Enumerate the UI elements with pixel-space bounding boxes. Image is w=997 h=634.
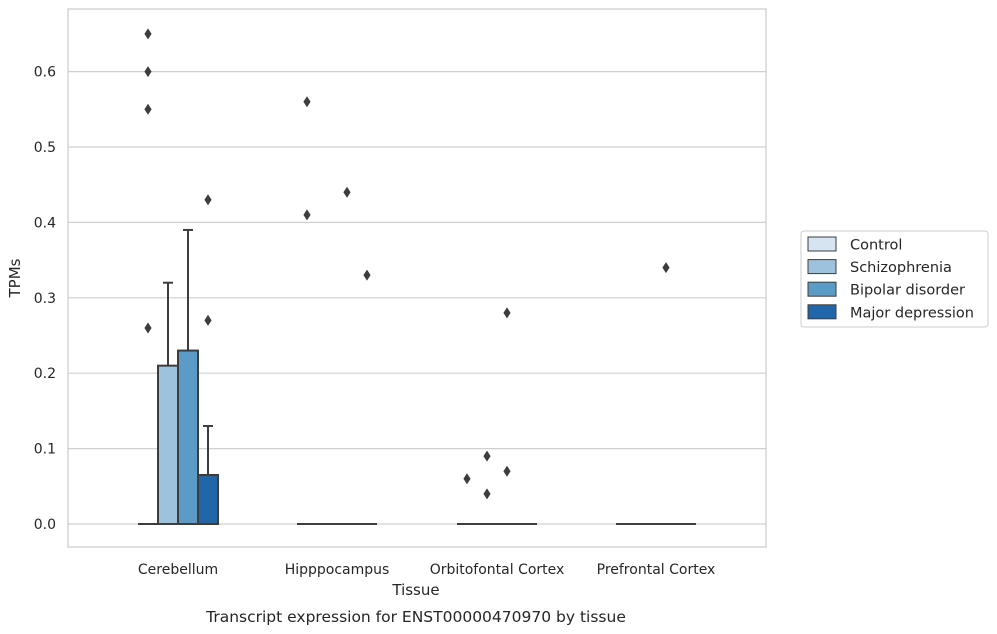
y-tick-label: 0.1	[34, 442, 56, 458]
y-axis-title: TPMs	[6, 258, 24, 298]
boxes-layer	[138, 28, 696, 525]
outlier-point	[463, 473, 471, 485]
y-tick-label: 0.3	[34, 291, 56, 307]
box-group	[357, 269, 377, 525]
box-group	[457, 473, 477, 525]
legend-swatch	[807, 236, 837, 252]
box-group	[197, 194, 219, 525]
outlier-point	[343, 186, 351, 198]
y-tick-label: 0.6	[34, 65, 56, 81]
legend-label: Bipolar disorder	[850, 283, 965, 299]
box-group	[477, 450, 497, 525]
box-group	[138, 28, 158, 525]
outlier-point	[503, 465, 511, 477]
box-group	[297, 96, 317, 525]
legend-label: Control	[850, 238, 902, 254]
x-tick-label: Orbitofontal Cortex	[430, 562, 565, 578]
box	[157, 364, 179, 525]
plot-frame	[67, 8, 767, 548]
y-tick-label: 0.0	[34, 517, 56, 533]
box-group	[497, 307, 517, 525]
outlier-point	[204, 194, 212, 206]
box	[197, 473, 219, 525]
box-group	[177, 228, 199, 525]
legend-label: Major depression	[850, 305, 974, 321]
box-group	[656, 262, 676, 525]
outlier-point	[144, 322, 152, 334]
x-axis-title: Tissue	[391, 581, 439, 599]
outlier-point	[503, 307, 511, 319]
legend: Control Schizophrenia Bipolar disorder Majo…	[800, 230, 989, 328]
x-tick-label: Prefrontal Cortex	[597, 562, 716, 578]
outlier-point	[144, 66, 152, 78]
legend-swatch	[807, 304, 837, 320]
y-tick-label: 0.5	[34, 140, 56, 156]
legend-swatch	[807, 259, 837, 275]
y-tick-label: 0.2	[34, 366, 56, 382]
box-group	[157, 281, 179, 525]
y-tick-labels: 0.0 0.1 0.2 0.3 0.4 0.5 0.6	[34, 65, 56, 533]
outlier-point	[144, 103, 152, 115]
outlier-point	[204, 314, 212, 326]
x-tick-label: Hipppocampus	[285, 562, 390, 578]
outlier-point	[662, 262, 670, 274]
legend-frame	[800, 230, 989, 328]
outlier-point	[483, 450, 491, 462]
legend-label: Schizophrenia	[850, 260, 952, 276]
outlier-point	[363, 269, 371, 281]
x-tick-labels: Cerebellum Hipppocampus Orbitofontal Corte…	[138, 562, 715, 578]
chart-caption: Transcript expression for ENST0000047097…	[205, 608, 626, 626]
outlier-point	[303, 209, 311, 221]
box	[177, 349, 199, 525]
y-tick-label: 0.4	[34, 215, 56, 231]
legend-swatch	[807, 281, 837, 297]
x-tick-label: Cerebellum	[138, 562, 218, 578]
box-group	[337, 186, 357, 525]
outlier-point	[483, 488, 491, 500]
outlier-point	[303, 96, 311, 108]
outlier-point	[144, 28, 152, 40]
